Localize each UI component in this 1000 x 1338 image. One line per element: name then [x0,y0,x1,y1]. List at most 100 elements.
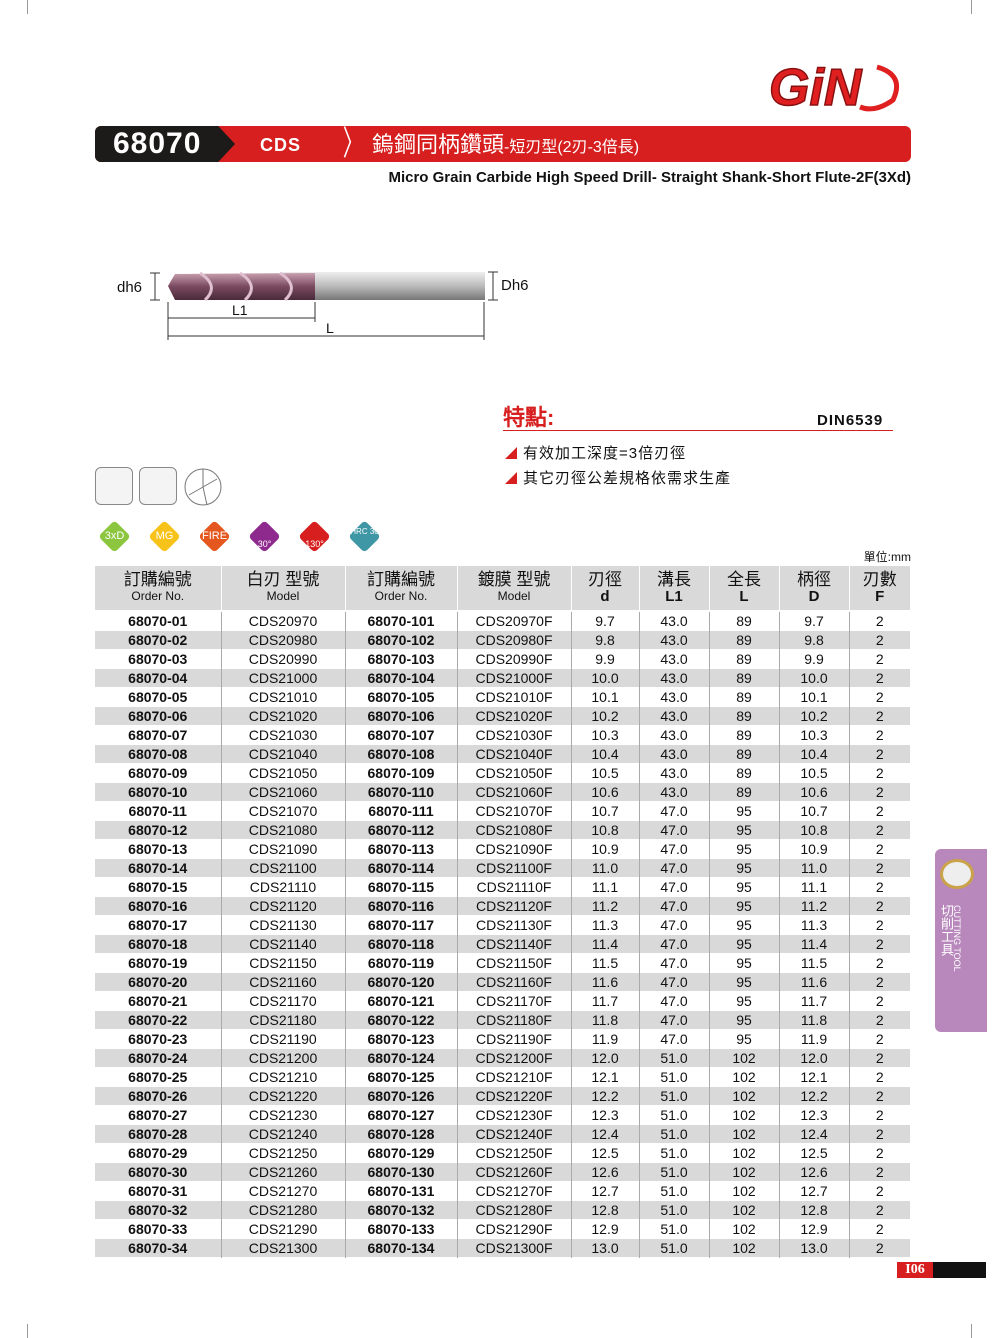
table-cell: 12.1 [778,1067,849,1087]
table-cell: 2 [848,972,910,992]
table-cell: CDS21030F [456,725,571,745]
table-cell: CDS21020F [456,706,571,726]
table-cell: 47.0 [638,820,709,840]
table-cell: 10.8 [570,820,639,840]
slot-drilling-icon [95,467,133,505]
table-row: 68070-14 CDS21100 68070-114 CDS21100F 11.0 47… [95,858,910,878]
table-cell: 68070-115 [344,877,457,897]
table-cell: 2 [848,687,910,707]
column-header: 全長 L [708,566,779,612]
table-row: 68070-22 CDS21180 68070-122 CDS21180F 11.8 47… [95,1010,910,1030]
table-cell: 68070-20 [95,972,221,992]
table-cell: 11.6 [570,972,639,992]
table-cell: CDS21090 [220,839,345,859]
table-cell: 47.0 [638,953,709,973]
table-cell: 68070-126 [344,1086,457,1106]
table-cell: 68070-110 [344,782,457,802]
feature-text: 其它刃徑公差規格依需求生產 [523,470,732,487]
table-cell: 51.0 [638,1143,709,1163]
table-cell: CDS21140F [456,934,571,954]
table-cell: CDS21010 [220,687,345,707]
table-cell: 10.1 [778,687,849,707]
table-cell: 47.0 [638,991,709,1011]
table-cell: 89 [708,763,779,783]
table-cell: 2 [848,1238,910,1258]
table-cell: 68070-109 [344,763,457,783]
table-cell: 95 [708,896,779,916]
table-cell: 47.0 [638,839,709,859]
table-cell: 2 [848,1124,910,1144]
table-cell: 95 [708,839,779,859]
table-cell: 2 [848,991,910,1011]
table-cell: 9.9 [778,649,849,669]
table-cell: 43.0 [638,611,709,631]
table-cell: 2 [848,1048,910,1068]
section-tab-cutting-tool[interactable]: 切削工具 CUTTING TOOL [935,849,987,1032]
table-cell: 12.2 [778,1086,849,1106]
table-cell: 68070-32 [95,1200,221,1220]
title-zh-main: 鎢鋼同柄鑽頭 [372,132,505,157]
column-header: 訂購編號 Order No. [95,566,221,612]
table-row: 68070-21 CDS21170 68070-121 CDS21170F 11.7 47… [95,991,910,1011]
header-en: Model [266,589,300,603]
table-cell: 2 [848,858,910,878]
table-cell: 102 [708,1219,779,1239]
table-cell: 13.0 [778,1238,849,1258]
table-row: 68070-11 CDS21070 68070-111 CDS21070F 10.7 47… [95,801,910,821]
table-cell: 43.0 [638,649,709,669]
column-header: 溝長 L1 [638,566,709,612]
header-zh: 柄徑 [797,570,831,589]
table-cell: 102 [708,1048,779,1068]
table-cell: 10.5 [570,763,639,783]
table-cell: 11.9 [570,1029,639,1049]
table-cell: 10.4 [778,744,849,764]
table-cell: 11.0 [778,858,849,878]
table-cell: CDS21050F [456,763,571,783]
spec-badges: 3xD MG FIRE 30° 130° HRC 30 [98,520,381,553]
table-cell: 2 [848,630,910,650]
table-cell: CDS21180 [220,1010,345,1030]
table-cell: 2 [848,839,910,859]
table-cell: 2 [848,953,910,973]
table-cell: CDS21300 [220,1238,345,1258]
table-cell: CDS21190F [456,1029,571,1049]
svg-text:GiN: GiN [769,59,863,115]
table-cell: 10.6 [570,782,639,802]
badge-label: FIRE [201,530,228,542]
header-en: Order No. [131,589,185,603]
table-cell: 2 [848,611,910,631]
table-cell: 10.0 [778,668,849,688]
table-cell: 68070-27 [128,1107,188,1123]
table-cell: 89 [708,687,779,707]
table-cell: CDS21250 [220,1143,345,1163]
table-cell: CDS21240 [220,1124,345,1144]
table-cell: 68070-28 [95,1124,221,1144]
header-zh: 刃數 [862,570,897,589]
table-cell: CDS21140 [220,934,345,954]
table-row: 68070-07 CDS21030 68070-107 CDS21030F 10.3 43… [95,725,910,745]
feature-text: 有效加工深度=3倍刃徑 [523,445,687,462]
table-cell: CDS21300F [456,1238,571,1258]
table-cell: 68070-26 [95,1086,221,1106]
table-cell: 2 [848,649,910,669]
table-cell: CDS21110F [456,877,571,897]
table-cell: 68070-25 [128,1069,188,1085]
table-cell: CDS21250F [456,1143,571,1163]
table-cell: 89 [708,725,779,745]
table-cell: 68070-09 [128,765,188,781]
table-cell: 68070-111 [344,801,457,821]
table-cell: 47.0 [638,877,709,897]
drill-diagram [150,271,498,340]
table-cell: 68070-102 [344,630,457,650]
table-row: 68070-05 CDS21010 68070-105 CDS21010F 10.1 43… [95,687,910,707]
badge-point-130-icon: 130° [298,520,331,553]
table-cell: 47.0 [638,1029,709,1049]
table-cell: 95 [708,877,779,897]
table-cell: 10.8 [778,820,849,840]
table-cell: 68070-12 [95,820,221,840]
title-en: Micro Grain Carbide High Speed Drill- St… [388,169,911,186]
table-cell: 68070-132 [344,1200,457,1220]
table-cell: 43.0 [638,725,709,745]
label-Dh6: Dh6 [501,277,529,294]
table-cell: 68070-19 [128,955,188,971]
